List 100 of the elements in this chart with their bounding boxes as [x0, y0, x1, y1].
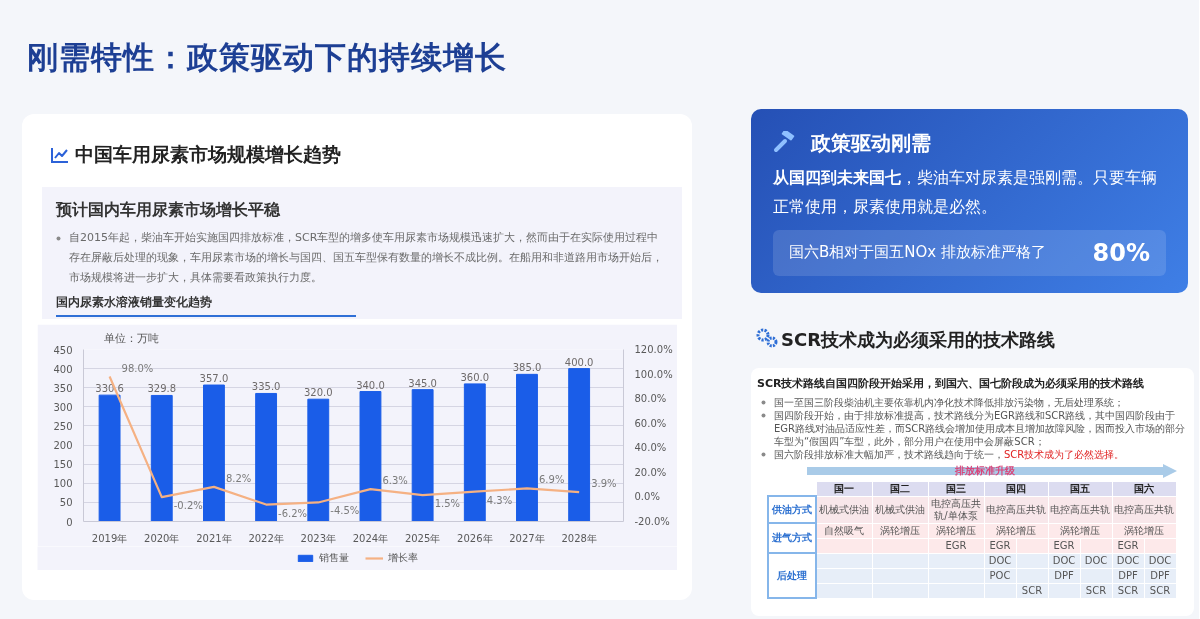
x-tick-label: 2020年: [144, 532, 180, 544]
legend-label: 销售量: [319, 551, 349, 565]
data-label: 320.0: [303, 387, 333, 399]
data-label: 4.3%: [486, 494, 513, 506]
text: 刚需特性：政策驱动下的持续增长: [26, 38, 507, 77]
bar: [359, 391, 382, 522]
y-tick-label: 450: [53, 344, 73, 356]
text: 涡轮增压: [1060, 524, 1100, 536]
x-tick-label: 2019年: [91, 532, 128, 544]
text: DOC: [1148, 554, 1172, 566]
text: DPF: [1118, 569, 1138, 581]
text: DOC: [1116, 554, 1140, 566]
bar: [463, 383, 486, 522]
y-tick-label: 50: [59, 497, 73, 509]
data-label: 6.3%: [382, 475, 408, 487]
text: SCR: [1021, 584, 1043, 596]
x-tick-label: 2024年: [352, 532, 389, 544]
category-label: 国一: [816, 481, 872, 497]
data-label: 329.8: [147, 383, 177, 395]
bar: [203, 384, 225, 522]
y2-tick-label: 40.0%: [634, 442, 667, 454]
text: 涡轮增压: [936, 524, 976, 536]
text: DOC: [1084, 554, 1108, 566]
bar: [98, 394, 121, 522]
text: 涡轮增压: [1124, 524, 1164, 536]
data-label: 1.5%: [434, 498, 461, 510]
text: DPF: [1054, 569, 1074, 581]
x-tick-label: 2022年: [248, 532, 284, 544]
y2-tick-label: 0.0%: [634, 491, 660, 503]
bar: [307, 398, 330, 522]
text: 国四阶段开始，由于排放标准提高，技术路线分为EGR路线和SCR路线，其中国四阶段由于EGR路线对油品适应性差，而SCR路线会增加使用成本且增加故障风险，因而投入市场的部分车型为“假国四”车型，此外，部分用户在使用中会屏蔽SCR；: [774, 408, 1187, 448]
y2-tick-label: 20.0%: [634, 466, 667, 478]
text: EGR: [1117, 539, 1139, 551]
bar: [150, 394, 173, 522]
data-label: 385.0: [512, 362, 542, 374]
category-label: 国二: [872, 481, 928, 497]
y-tick-label: 350: [53, 382, 73, 394]
data-label: 345.0: [408, 377, 437, 389]
y-tick-label: 0: [66, 516, 73, 528]
text: SCR技术成为必须采用的技术路线: [780, 328, 1056, 352]
category-label: 供油方式: [772, 503, 812, 515]
bar: [411, 389, 434, 522]
text: 电控高压共轨/单体泵: [931, 497, 981, 521]
legend-label: 增长率: [388, 551, 418, 565]
category-label: 进气方式: [772, 532, 812, 544]
text: 国六B相对于国五NOx 排放标准严格了: [789, 242, 1046, 263]
text: SCR: [1117, 584, 1139, 596]
text: DPF: [1150, 569, 1170, 581]
text: 80%: [1092, 237, 1150, 269]
data-label: -4.5%: [330, 505, 360, 517]
x-tick-label: 2021年: [196, 532, 232, 544]
data-label: 8.2%: [225, 472, 252, 484]
y2-tick-label: 80.0%: [634, 393, 667, 405]
y-tick-label: 100: [53, 478, 73, 490]
y-tick-label: 200: [53, 440, 73, 452]
data-label: 340.0: [356, 379, 385, 391]
text: 自然吸气: [824, 524, 865, 536]
data-label: 6.9%: [538, 474, 565, 486]
text: 机械式供油: [819, 503, 870, 515]
y2-tick-label: 120.0%: [634, 344, 673, 355]
text: 从国四到未来国七: [773, 168, 901, 187]
y-tick-label: 400: [53, 363, 73, 375]
x-tick-label: 2027年: [509, 532, 545, 544]
text: EGR: [945, 539, 967, 551]
category-label: 国五: [1048, 481, 1112, 497]
category-label: 国四: [984, 481, 1048, 497]
bar: [568, 368, 591, 522]
text: 中国车用尿素市场规模增长趋势: [74, 142, 341, 167]
x-tick-label: 2023年: [300, 532, 337, 544]
bar: [516, 373, 538, 522]
text: 国一至国三阶段柴油机主要依靠机内净化技术降低排放污染物，无后处理系统；: [774, 395, 1124, 409]
text: 电控高压共轨: [1050, 503, 1110, 515]
text: 电控高压共轨: [1114, 503, 1174, 515]
text: 自2015年起，柴油车开始实施国四排放标准，SCR车型的增多使车用尿素市场规模迅速扩大，然而由于在实际使用过程中存在屏蔽后处理的现象，车用尿素市场的增长与国四、国五车型保有数量的增长不成比例。在船用和非道路用市场开始后，市场规模将进一步扩大，具体需要看政策执行力度。: [69, 229, 664, 286]
text: SCR: [1085, 584, 1107, 596]
data-label: -0.2%: [173, 500, 203, 512]
text: SCR: [1149, 584, 1171, 596]
text: DOC: [988, 554, 1012, 566]
data-label: 400.0: [564, 356, 594, 368]
text: 预计国内车用尿素市场增长平稳: [56, 199, 281, 221]
text: 电控高压共轨: [986, 503, 1046, 515]
x-tick-label: 2026年: [457, 532, 493, 544]
text: SCR技术成为了必然选择。: [1004, 448, 1125, 460]
category-label: 国三: [928, 481, 984, 497]
text: 机械式供油: [875, 503, 925, 515]
data-label: 335.0: [251, 381, 281, 393]
text: DOC: [1052, 554, 1076, 566]
data-label: 98.0%: [121, 362, 154, 374]
data-label: 3.9%: [591, 478, 617, 490]
bar: [255, 392, 278, 522]
text: 涡轮增压: [880, 524, 920, 536]
x-tick-label: 2025年: [404, 532, 441, 544]
x-tick-label: 2028年: [561, 532, 597, 544]
y-tick-label: 150: [53, 459, 73, 471]
y-tick-label: 300: [53, 401, 73, 413]
y2-tick-label: -20.0%: [634, 516, 670, 527]
text: 涡轮增压: [996, 524, 1036, 536]
text: 排放标准升级: [807, 464, 1163, 477]
category-label: 后处理: [777, 569, 807, 581]
text: SCR技术路线自国四阶段开始采用，到国六、国七阶段成为必须采用的技术路线: [757, 376, 1146, 392]
